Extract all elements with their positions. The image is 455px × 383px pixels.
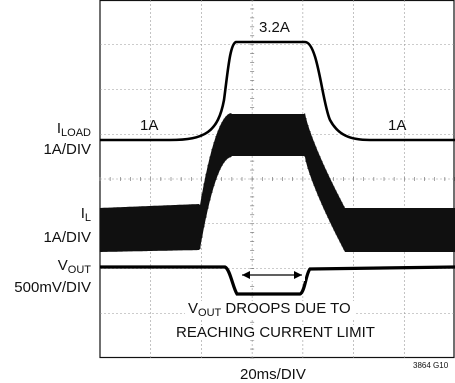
il-name-sub: L — [84, 212, 91, 224]
iload-name-main: I — [56, 120, 62, 137]
vout-name-sub: OUT — [67, 264, 91, 276]
droop-note-rest: DROOPS DUE TO — [221, 300, 351, 317]
traces — [99, 40, 455, 296]
droop-note-line1: VOUT DROOPS DUE TO — [185, 301, 354, 319]
droop-note-main: V — [188, 300, 199, 317]
iload-name-sub: LOAD — [61, 127, 91, 139]
droop-note-sub: OUT — [198, 307, 222, 319]
base-load-left-label: 1A — [140, 117, 159, 134]
iload-label: ILOAD — [57, 121, 91, 139]
vout-name-main: V — [57, 257, 68, 274]
base-load-right-label: 1A — [388, 117, 407, 134]
il-label: IL — [81, 206, 91, 224]
iload-trace — [100, 40, 455, 142]
droop-note-line2: REACHING CURRENT LIMIT — [173, 325, 378, 340]
vout-trace — [100, 265, 455, 296]
peak-load-label: 3.2A — [257, 19, 292, 36]
time-scale-label: 20ms/DIV — [240, 366, 306, 383]
il-switching-lines — [99, 113, 455, 252]
droop-arrow — [239, 269, 305, 281]
droop-arrow-left-head — [242, 271, 250, 279]
vout-label: VOUT — [58, 258, 91, 276]
il-scale: 1A/DIV — [43, 229, 91, 246]
il-name-main: I — [80, 205, 85, 222]
iload-scale: 1A/DIV — [43, 141, 91, 158]
vout-scale: 500mV/DIV — [14, 279, 91, 296]
figure-id: 3864 G10 — [413, 361, 449, 370]
droop-arrow-right-head — [294, 271, 302, 279]
